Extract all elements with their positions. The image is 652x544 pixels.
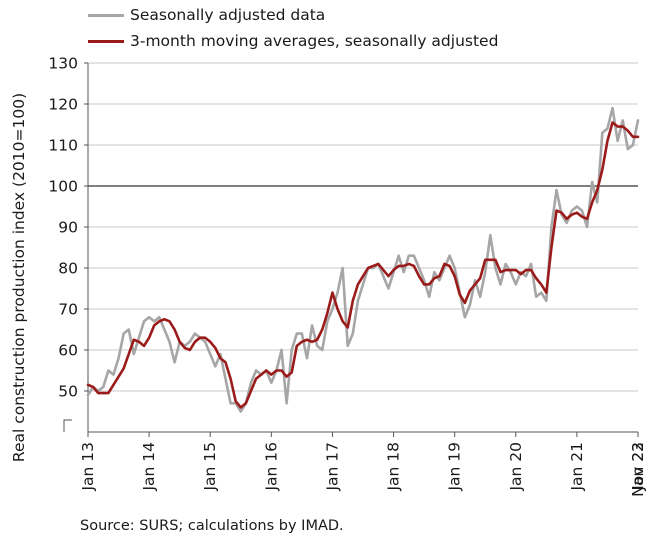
x-tick-label: Nov 23 <box>629 442 647 497</box>
source-note: Source: SURS; calculations by IMAD. <box>80 518 344 534</box>
x-tick-label: Jan 14 <box>140 442 158 492</box>
x-tick-label: Jan 20 <box>507 442 525 492</box>
legend-item-moving-average: 3-month moving averages, seasonally adju… <box>88 28 498 54</box>
x-tick-label: Jan 16 <box>262 442 280 492</box>
x-tick-label: Jan 21 <box>568 442 586 492</box>
series-line-seasonally-adjusted <box>86 106 640 413</box>
y-tick-label: 100 <box>48 178 78 196</box>
y-tick-label: 60 <box>58 342 78 360</box>
y-tick-label: 120 <box>48 96 78 114</box>
legend: Seasonally adjusted data 3-month moving … <box>88 2 498 54</box>
y-tick-label: 50 <box>58 383 78 401</box>
x-tick-label: Jan 13 <box>79 442 97 492</box>
x-tick-label: Jan 17 <box>323 442 341 492</box>
y-tick-label: 130 <box>48 55 78 73</box>
x-tick-label: Jan 15 <box>201 442 219 492</box>
y-tick-label: 80 <box>58 260 78 278</box>
legend-swatch-grey <box>88 13 124 17</box>
y-axis-title: Real construction production index (2010… <box>10 93 28 462</box>
series-line-moving-average <box>86 121 640 409</box>
x-tick-label: Jan 18 <box>385 442 403 492</box>
y-tick-label: 90 <box>58 219 78 237</box>
legend-swatch-red <box>88 39 124 43</box>
legend-label: 3-month moving averages, seasonally adju… <box>130 32 499 50</box>
y-tick-label: 70 <box>58 301 78 319</box>
legend-item-seasonally-adjusted: Seasonally adjusted data <box>88 2 498 28</box>
x-tick-label: Jan 19 <box>446 442 464 492</box>
x-tick-label: Jan 22 <box>629 442 647 492</box>
axis-break-mark <box>63 419 72 432</box>
legend-label: Seasonally adjusted data <box>130 6 326 24</box>
y-tick-label: 110 <box>48 137 78 155</box>
